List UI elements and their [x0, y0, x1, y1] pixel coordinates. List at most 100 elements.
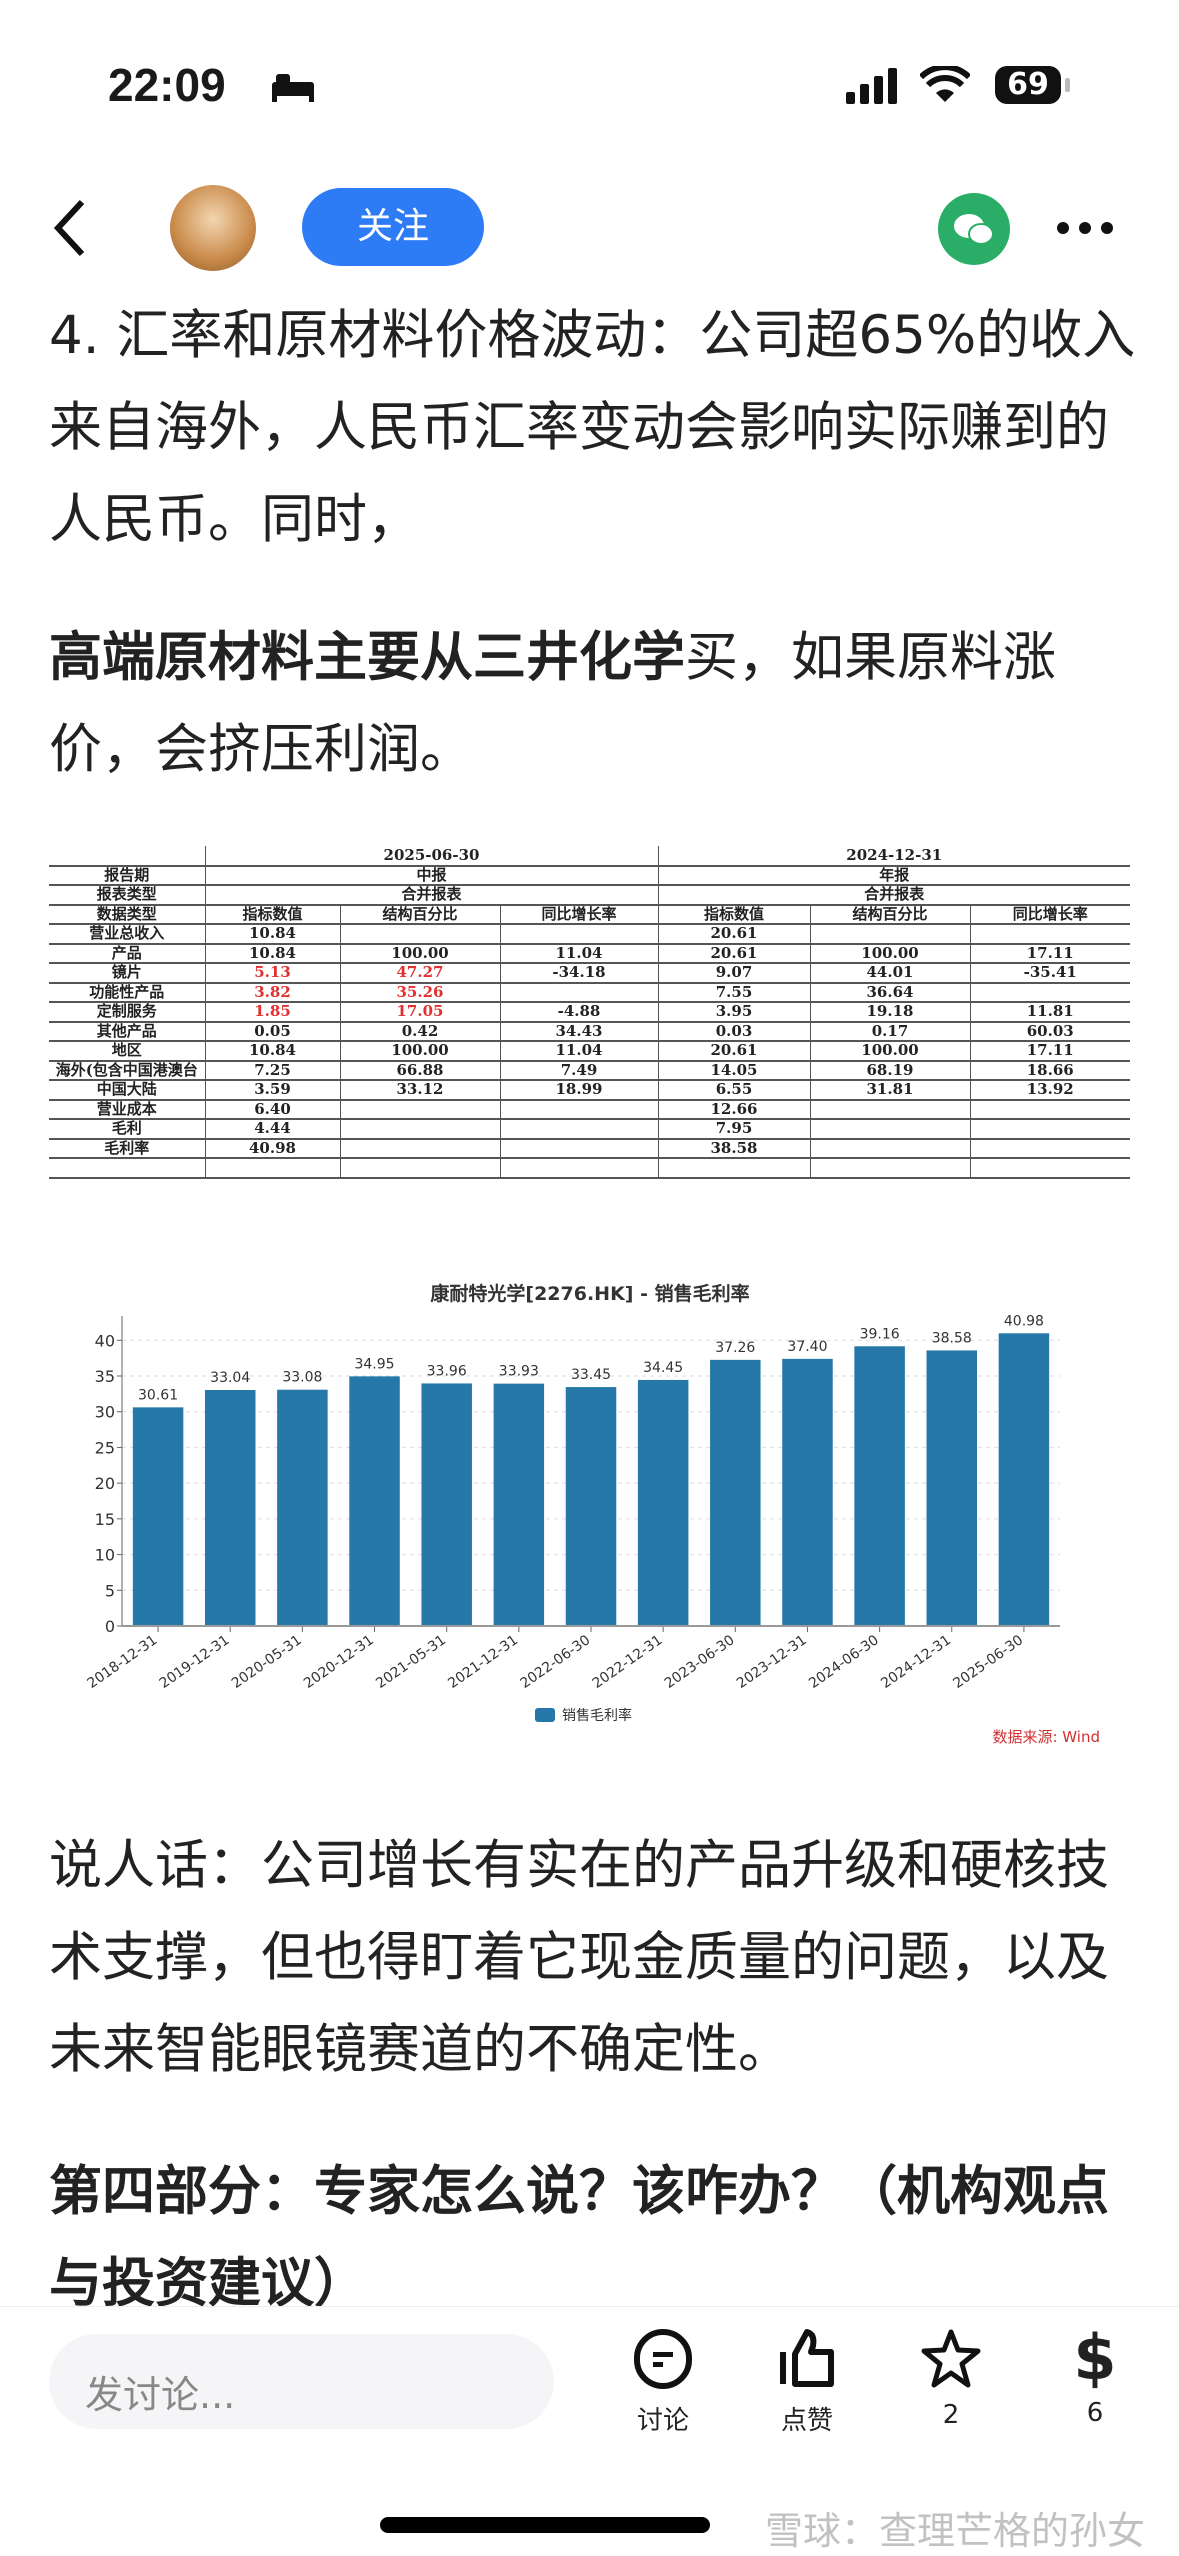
x-tick-label: 2020-12-31 [301, 1632, 377, 1692]
discuss-label: 讨论 [636, 2406, 689, 2436]
wechat-share-button[interactable] [938, 193, 1010, 265]
legend-label: 销售毛利率 [562, 1707, 632, 1724]
bar [204, 1390, 256, 1626]
x-tick-label: 2025-06-30 [950, 1632, 1026, 1692]
table-row: 其他产品 0.05 0.42 34.43 0.03 0.17 60.03 [49, 1021, 1130, 1042]
column-header: 结构百分比 [339, 904, 500, 925]
table-row: 报告期 中报 年报 [49, 865, 1130, 886]
data-label: 37.40 [787, 1339, 827, 1355]
cell: 10.84 [204, 1041, 340, 1062]
like-button[interactable]: 点赞 [762, 2328, 852, 2437]
cell: 年报 [657, 865, 1130, 886]
battery-cap [1065, 78, 1070, 92]
comment-input[interactable]: 发讨论... [49, 2334, 554, 2429]
cell: 100.00 [339, 943, 500, 964]
column-header: 指标数值 [657, 904, 810, 925]
cell [499, 982, 658, 1003]
x-tick-label: 2021-05-31 [373, 1632, 449, 1692]
x-tick-label: 2019-12-31 [157, 1632, 233, 1692]
cell [339, 1119, 500, 1140]
cell [809, 1138, 970, 1159]
table-row: 报表类型 合并报表 合并报表 [49, 885, 1130, 906]
cell: 20.61 [657, 924, 810, 945]
cell: 33.12 [339, 1080, 500, 1101]
x-tick-label: 2018-12-31 [85, 1632, 161, 1692]
x-tick-label: 2020-05-31 [229, 1632, 305, 1692]
cell: 38.58 [657, 1138, 810, 1159]
avatar[interactable] [170, 185, 256, 271]
table-row: 产品 10.84 100.00 11.04 20.61 100.00 17.11 [49, 943, 1130, 964]
cell: 44.01 [809, 963, 970, 984]
cell: 0.42 [339, 1021, 500, 1042]
favorite-count: 2 [942, 2400, 960, 2430]
cell: 合并报表 [204, 885, 658, 906]
y-tick-label: 10 [95, 1546, 115, 1565]
table-row: 中国大陆 3.59 33.12 18.99 6.55 31.81 13.92 [49, 1080, 1130, 1101]
y-tick-label: 25 [95, 1438, 115, 1457]
cell: 11.81 [969, 1002, 1130, 1023]
data-label: 34.45 [643, 1360, 683, 1376]
article-paragraph: 4. 汇率和原材料价格波动：公司超65%的收入来自海外，人民币汇率变动会影响实际… [49, 305, 1136, 550]
row-label: 功能性产品 [49, 982, 205, 1003]
cell: 17.11 [969, 1041, 1130, 1062]
table-row: 地区 10.84 100.00 11.04 20.61 100.00 17.11 [49, 1041, 1130, 1062]
y-tick-label: 40 [95, 1331, 115, 1350]
chart-title: 康耐特光学[2276.HK] - 销售毛利率 [430, 1282, 749, 1305]
bar [854, 1346, 905, 1626]
column-header: 同比增长率 [969, 904, 1130, 925]
cell [499, 1119, 658, 1140]
cell: 60.03 [969, 1021, 1130, 1042]
sleep-mode-icon [272, 74, 314, 102]
cell: 10.84 [204, 924, 340, 945]
cell: 3.59 [204, 1080, 340, 1101]
cell [809, 924, 970, 945]
row-label: 报告期 [49, 865, 205, 886]
cell: 1.85 [204, 1002, 340, 1023]
x-tick-label: 2024-12-31 [878, 1632, 954, 1692]
row-label: 产品 [49, 943, 205, 964]
cell [339, 924, 500, 945]
bar [926, 1350, 978, 1626]
table-row: 定制服务 1.85 17.05 -4.88 3.95 19.18 11.81 [49, 1002, 1130, 1023]
cell: 11.04 [499, 1041, 658, 1062]
wechat-icon [954, 214, 994, 245]
cell: 20.61 [657, 943, 810, 964]
cell: 66.88 [339, 1060, 500, 1081]
cell: 18.66 [969, 1060, 1130, 1081]
bar [421, 1383, 472, 1626]
period-date: 2025-06-30 [204, 846, 658, 867]
cell [809, 1119, 970, 1140]
star-icon [921, 2329, 981, 2388]
reward-button[interactable]: $ 6 [1050, 2326, 1140, 2429]
cell: 10.84 [204, 943, 340, 964]
bar [493, 1383, 545, 1626]
y-tick-label: 5 [105, 1581, 115, 1600]
gross-margin-chart: 康耐特光学[2276.HK] - 销售毛利率 0 5 10 15 20 25 30 35 40 30… [85, 1282, 1100, 1746]
table-row: 毛利率 40.98 38.58 [49, 1138, 1130, 1159]
cell: 7.95 [657, 1119, 810, 1140]
cell [499, 1099, 658, 1120]
cell [969, 1138, 1130, 1159]
follow-button[interactable]: 关注 [302, 188, 484, 266]
cell: 13.92 [969, 1080, 1130, 1101]
x-tick-label: 2024-06-30 [806, 1632, 882, 1692]
more-icon[interactable] [1055, 220, 1115, 236]
column-header: 同比增长率 [499, 904, 658, 925]
bold-text: 高端原材料主要从三井化学 [49, 627, 685, 688]
favorite-button[interactable]: 2 [906, 2328, 996, 2430]
cell: 3.82 [204, 982, 340, 1003]
cell: 6.55 [657, 1080, 810, 1101]
legend-swatch [535, 1708, 555, 1722]
cell: 7.25 [204, 1060, 340, 1081]
cell: 31.81 [809, 1080, 970, 1101]
watermark: 雪球：查理芒格的孙女 [765, 2509, 1146, 2553]
data-source: 数据来源: Wind [992, 1728, 1100, 1746]
cell: 17.05 [339, 1002, 500, 1023]
cell: 7.55 [657, 982, 810, 1003]
thumbs-up-icon [780, 2329, 834, 2387]
discuss-button[interactable]: 讨论 [618, 2328, 708, 2437]
reward-count: 6 [1086, 2398, 1104, 2428]
back-icon[interactable] [50, 198, 90, 258]
row-label: 报表类型 [49, 885, 205, 906]
cell [339, 1138, 500, 1159]
